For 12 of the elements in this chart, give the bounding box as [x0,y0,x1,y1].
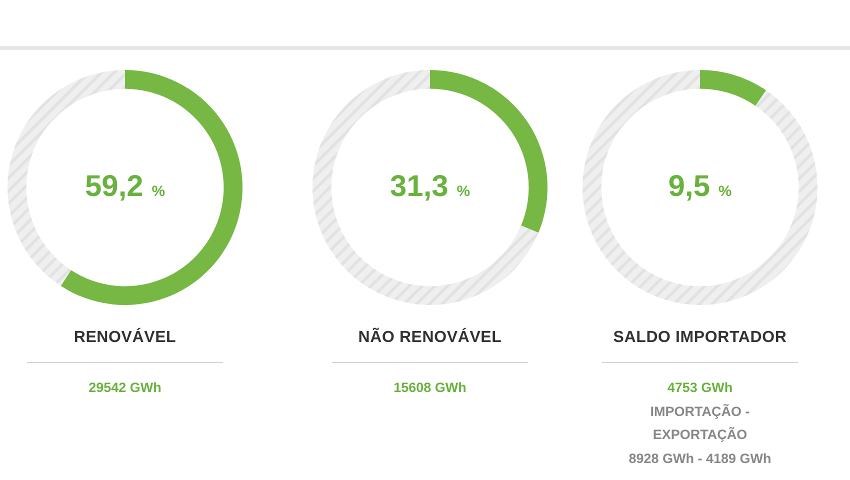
data-label: 59,2 % [84,170,166,203]
text: NÃO RENOVÁVEL [357,329,503,347]
text: 4753 GWh [666,379,734,397]
text: SALDO IMPORTADOR [612,329,788,347]
text: EXPORTAÇÃO [652,426,748,444]
text: IMPORTAÇÃO - [649,402,751,421]
data-label: 31,3 % [390,170,470,203]
text: 8928 GWh - 4189 GWh [628,450,772,468]
text: 15608 GWh [392,379,468,397]
text: RENOVÁVEL [72,329,178,347]
data-label: 9,5 % [668,170,732,203]
text: 29542 GWh [88,379,162,397]
